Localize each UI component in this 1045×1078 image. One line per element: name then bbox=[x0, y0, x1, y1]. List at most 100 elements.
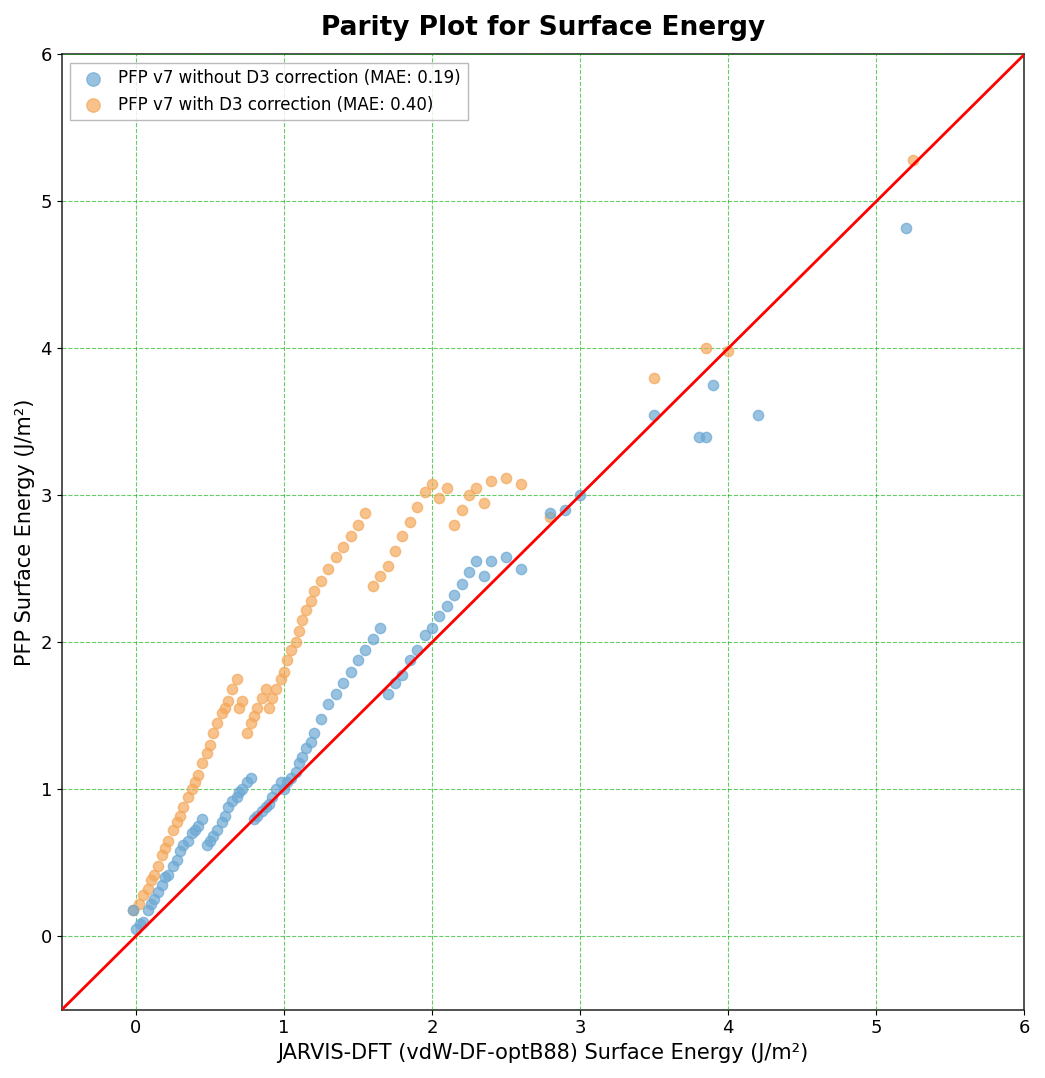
PFP v7 with D3 correction (MAE: 0.40): (0.12, 0.42): 0.40): (0.12, 0.42) bbox=[145, 866, 162, 883]
PFP v7 with D3 correction (MAE: 0.40): (0.25, 0.72): 0.40): (0.25, 0.72) bbox=[164, 821, 181, 839]
PFP v7 without D3 correction (MAE: 0.19): (0.58, 0.78): 0.19): (0.58, 0.78) bbox=[213, 813, 230, 830]
PFP v7 with D3 correction (MAE: 0.40): (0.8, 1.5): 0.40): (0.8, 1.5) bbox=[246, 707, 262, 724]
PFP v7 without D3 correction (MAE: 0.19): (1.6, 2.02): 0.19): (1.6, 2.02) bbox=[365, 631, 381, 648]
PFP v7 with D3 correction (MAE: 0.40): (1.7, 2.52): 0.40): (1.7, 2.52) bbox=[379, 557, 396, 575]
PFP v7 without D3 correction (MAE: 0.19): (3.85, 3.4): 0.19): (3.85, 3.4) bbox=[698, 428, 715, 445]
PFP v7 with D3 correction (MAE: 0.40): (0.15, 0.48): 0.40): (0.15, 0.48) bbox=[149, 857, 166, 874]
PFP v7 with D3 correction (MAE: 0.40): (1.8, 2.72): 0.40): (1.8, 2.72) bbox=[394, 528, 411, 545]
PFP v7 without D3 correction (MAE: 0.19): (0.4, 0.72): 0.19): (0.4, 0.72) bbox=[187, 821, 204, 839]
PFP v7 without D3 correction (MAE: 0.19): (0.6, 0.82): 0.19): (0.6, 0.82) bbox=[216, 807, 233, 825]
PFP v7 with D3 correction (MAE: 0.40): (2.05, 2.98): 0.40): (2.05, 2.98) bbox=[431, 489, 447, 507]
PFP v7 with D3 correction (MAE: 0.40): (0.5, 1.3): 0.40): (0.5, 1.3) bbox=[202, 736, 218, 754]
PFP v7 without D3 correction (MAE: 0.19): (2, 2.1): 0.19): (2, 2.1) bbox=[423, 619, 440, 636]
PFP v7 without D3 correction (MAE: 0.19): (1.9, 1.95): 0.19): (1.9, 1.95) bbox=[409, 641, 425, 659]
Legend: PFP v7 without D3 correction (MAE: 0.19), PFP v7 with D3 correction (MAE: 0.40): PFP v7 without D3 correction (MAE: 0.19)… bbox=[70, 63, 468, 121]
PFP v7 without D3 correction (MAE: 0.19): (2.05, 2.18): 0.19): (2.05, 2.18) bbox=[431, 607, 447, 624]
PFP v7 with D3 correction (MAE: 0.40): (0.75, 1.38): 0.40): (0.75, 1.38) bbox=[238, 724, 255, 742]
PFP v7 with D3 correction (MAE: 0.40): (2, 3.08): 0.40): (2, 3.08) bbox=[423, 475, 440, 493]
PFP v7 without D3 correction (MAE: 0.19): (-0.02, 0.18): 0.19): (-0.02, 0.18) bbox=[124, 901, 141, 918]
PFP v7 without D3 correction (MAE: 0.19): (0.18, 0.35): 0.19): (0.18, 0.35) bbox=[154, 876, 170, 894]
PFP v7 without D3 correction (MAE: 0.19): (0.15, 0.3): 0.19): (0.15, 0.3) bbox=[149, 884, 166, 901]
PFP v7 without D3 correction (MAE: 0.19): (0.98, 1.05): 0.19): (0.98, 1.05) bbox=[273, 773, 289, 790]
PFP v7 with D3 correction (MAE: 0.40): (0.82, 1.55): 0.40): (0.82, 1.55) bbox=[249, 700, 265, 717]
PFP v7 with D3 correction (MAE: 0.40): (0.65, 1.68): 0.40): (0.65, 1.68) bbox=[224, 680, 240, 697]
PFP v7 without D3 correction (MAE: 0.19): (1.8, 1.78): 0.19): (1.8, 1.78) bbox=[394, 666, 411, 683]
PFP v7 without D3 correction (MAE: 0.19): (0.05, 0.1): 0.19): (0.05, 0.1) bbox=[135, 913, 152, 930]
PFP v7 without D3 correction (MAE: 0.19): (2.6, 2.5): 0.19): (2.6, 2.5) bbox=[512, 561, 529, 578]
PFP v7 with D3 correction (MAE: 0.40): (0.78, 1.45): 0.40): (0.78, 1.45) bbox=[243, 715, 260, 732]
PFP v7 without D3 correction (MAE: 0.19): (3.5, 3.55): 0.19): (3.5, 3.55) bbox=[646, 406, 663, 424]
PFP v7 without D3 correction (MAE: 0.19): (1, 1): 0.19): (1, 1) bbox=[276, 780, 293, 798]
PFP v7 without D3 correction (MAE: 0.19): (0.65, 0.92): 0.19): (0.65, 0.92) bbox=[224, 792, 240, 810]
PFP v7 with D3 correction (MAE: 0.40): (2.2, 2.9): 0.40): (2.2, 2.9) bbox=[454, 501, 470, 519]
PFP v7 with D3 correction (MAE: 0.40): (0.9, 1.55): 0.40): (0.9, 1.55) bbox=[261, 700, 278, 717]
PFP v7 without D3 correction (MAE: 0.19): (1.95, 2.05): 0.19): (1.95, 2.05) bbox=[416, 626, 433, 644]
PFP v7 without D3 correction (MAE: 0.19): (0.7, 0.98): 0.19): (0.7, 0.98) bbox=[231, 784, 248, 801]
PFP v7 with D3 correction (MAE: 0.40): (2.8, 2.85): 0.40): (2.8, 2.85) bbox=[542, 509, 559, 526]
PFP v7 with D3 correction (MAE: 0.40): (0.05, 0.28): 0.40): (0.05, 0.28) bbox=[135, 886, 152, 903]
PFP v7 without D3 correction (MAE: 0.19): (0.68, 0.95): 0.19): (0.68, 0.95) bbox=[228, 788, 245, 805]
PFP v7 without D3 correction (MAE: 0.19): (1.02, 1.05): 0.19): (1.02, 1.05) bbox=[279, 773, 296, 790]
PFP v7 with D3 correction (MAE: 0.40): (1.15, 2.22): 0.40): (1.15, 2.22) bbox=[298, 602, 315, 619]
PFP v7 with D3 correction (MAE: 0.40): (2.35, 2.95): 0.40): (2.35, 2.95) bbox=[475, 494, 492, 511]
PFP v7 without D3 correction (MAE: 0.19): (0.5, 0.65): 0.19): (0.5, 0.65) bbox=[202, 832, 218, 849]
PFP v7 without D3 correction (MAE: 0.19): (0.78, 1.08): 0.19): (0.78, 1.08) bbox=[243, 769, 260, 786]
PFP v7 with D3 correction (MAE: 0.40): (0.58, 1.52): 0.40): (0.58, 1.52) bbox=[213, 704, 230, 721]
PFP v7 without D3 correction (MAE: 0.19): (0.1, 0.22): 0.19): (0.1, 0.22) bbox=[142, 896, 159, 913]
PFP v7 without D3 correction (MAE: 0.19): (1.55, 1.95): 0.19): (1.55, 1.95) bbox=[357, 641, 374, 659]
PFP v7 without D3 correction (MAE: 0.19): (0.32, 0.62): 0.19): (0.32, 0.62) bbox=[175, 837, 191, 854]
PFP v7 with D3 correction (MAE: 0.40): (1.95, 3.02): 0.40): (1.95, 3.02) bbox=[416, 484, 433, 501]
PFP v7 with D3 correction (MAE: 0.40): (0.2, 0.6): 0.40): (0.2, 0.6) bbox=[157, 840, 173, 857]
PFP v7 with D3 correction (MAE: 0.40): (2.15, 2.8): 0.40): (2.15, 2.8) bbox=[446, 516, 463, 534]
PFP v7 without D3 correction (MAE: 0.19): (0.22, 0.42): 0.19): (0.22, 0.42) bbox=[160, 866, 177, 883]
PFP v7 without D3 correction (MAE: 0.19): (0.82, 0.82): 0.19): (0.82, 0.82) bbox=[249, 807, 265, 825]
PFP v7 without D3 correction (MAE: 0.19): (0.35, 0.65): 0.19): (0.35, 0.65) bbox=[180, 832, 196, 849]
PFP v7 without D3 correction (MAE: 0.19): (1.85, 1.88): 0.19): (1.85, 1.88) bbox=[401, 651, 418, 668]
PFP v7 with D3 correction (MAE: 0.40): (1.65, 2.45): 0.40): (1.65, 2.45) bbox=[372, 567, 389, 584]
PFP v7 without D3 correction (MAE: 0.19): (1.75, 1.72): 0.19): (1.75, 1.72) bbox=[387, 675, 403, 692]
PFP v7 without D3 correction (MAE: 0.19): (0.85, 0.85): 0.19): (0.85, 0.85) bbox=[253, 803, 270, 820]
PFP v7 with D3 correction (MAE: 0.40): (0.22, 0.65): 0.40): (0.22, 0.65) bbox=[160, 832, 177, 849]
PFP v7 without D3 correction (MAE: 0.19): (2.1, 2.25): 0.19): (2.1, 2.25) bbox=[439, 597, 456, 614]
PFP v7 with D3 correction (MAE: 0.40): (2.5, 3.12): 0.40): (2.5, 3.12) bbox=[497, 469, 514, 486]
PFP v7 without D3 correction (MAE: 0.19): (1.05, 1.08): 0.19): (1.05, 1.08) bbox=[283, 769, 300, 786]
PFP v7 without D3 correction (MAE: 0.19): (2.9, 2.9): 0.19): (2.9, 2.9) bbox=[557, 501, 574, 519]
PFP v7 with D3 correction (MAE: 0.40): (2.25, 3): 0.40): (2.25, 3) bbox=[461, 487, 478, 505]
PFP v7 with D3 correction (MAE: 0.40): (1.6, 2.38): 0.40): (1.6, 2.38) bbox=[365, 578, 381, 595]
PFP v7 without D3 correction (MAE: 0.19): (4.2, 3.55): 0.19): (4.2, 3.55) bbox=[749, 406, 766, 424]
PFP v7 without D3 correction (MAE: 0.19): (2.8, 2.88): 0.19): (2.8, 2.88) bbox=[542, 505, 559, 522]
PFP v7 with D3 correction (MAE: 0.40): (1.75, 2.62): 0.40): (1.75, 2.62) bbox=[387, 542, 403, 559]
PFP v7 without D3 correction (MAE: 0.19): (3.8, 3.4): 0.19): (3.8, 3.4) bbox=[690, 428, 706, 445]
PFP v7 with D3 correction (MAE: 0.40): (2.3, 3.05): 0.40): (2.3, 3.05) bbox=[468, 480, 485, 497]
PFP v7 without D3 correction (MAE: 0.19): (1.15, 1.28): 0.19): (1.15, 1.28) bbox=[298, 740, 315, 757]
PFP v7 without D3 correction (MAE: 0.19): (1.5, 1.88): 0.19): (1.5, 1.88) bbox=[350, 651, 367, 668]
PFP v7 without D3 correction (MAE: 0.19): (0.08, 0.18): 0.19): (0.08, 0.18) bbox=[139, 901, 156, 918]
PFP v7 without D3 correction (MAE: 0.19): (0, 0.05): 0.19): (0, 0.05) bbox=[127, 921, 144, 938]
PFP v7 without D3 correction (MAE: 0.19): (2.15, 2.32): 0.19): (2.15, 2.32) bbox=[446, 586, 463, 604]
PFP v7 with D3 correction (MAE: 0.40): (0.3, 0.82): 0.40): (0.3, 0.82) bbox=[171, 807, 188, 825]
PFP v7 with D3 correction (MAE: 0.40): (0.72, 1.6): 0.40): (0.72, 1.6) bbox=[234, 692, 251, 709]
PFP v7 without D3 correction (MAE: 0.19): (2.35, 2.45): 0.19): (2.35, 2.45) bbox=[475, 567, 492, 584]
PFP v7 with D3 correction (MAE: 0.40): (0.92, 1.62): 0.40): (0.92, 1.62) bbox=[263, 690, 280, 707]
PFP v7 without D3 correction (MAE: 0.19): (0.55, 0.72): 0.19): (0.55, 0.72) bbox=[209, 821, 226, 839]
PFP v7 with D3 correction (MAE: 0.40): (0.7, 1.55): 0.40): (0.7, 1.55) bbox=[231, 700, 248, 717]
PFP v7 with D3 correction (MAE: 0.40): (0.6, 1.55): 0.40): (0.6, 1.55) bbox=[216, 700, 233, 717]
PFP v7 without D3 correction (MAE: 0.19): (1.2, 1.38): 0.19): (1.2, 1.38) bbox=[305, 724, 322, 742]
PFP v7 with D3 correction (MAE: 0.40): (2.4, 3.1): 0.40): (2.4, 3.1) bbox=[483, 472, 500, 489]
PFP v7 with D3 correction (MAE: 0.40): (1.18, 2.28): 0.40): (1.18, 2.28) bbox=[302, 593, 319, 610]
PFP v7 with D3 correction (MAE: 0.40): (2.1, 3.05): 0.40): (2.1, 3.05) bbox=[439, 480, 456, 497]
PFP v7 with D3 correction (MAE: 0.40): (0.48, 1.25): 0.40): (0.48, 1.25) bbox=[199, 744, 215, 761]
PFP v7 without D3 correction (MAE: 0.19): (0.9, 0.9): 0.19): (0.9, 0.9) bbox=[261, 796, 278, 813]
PFP v7 without D3 correction (MAE: 0.19): (0.2, 0.4): 0.19): (0.2, 0.4) bbox=[157, 869, 173, 886]
PFP v7 without D3 correction (MAE: 0.19): (1.18, 1.32): 0.19): (1.18, 1.32) bbox=[302, 734, 319, 751]
PFP v7 with D3 correction (MAE: 0.40): (0.62, 1.6): 0.40): (0.62, 1.6) bbox=[219, 692, 236, 709]
PFP v7 without D3 correction (MAE: 0.19): (2.25, 2.48): 0.19): (2.25, 2.48) bbox=[461, 563, 478, 580]
PFP v7 with D3 correction (MAE: 0.40): (5.25, 5.28): 0.40): (5.25, 5.28) bbox=[905, 152, 922, 169]
PFP v7 with D3 correction (MAE: 0.40): (1.2, 2.35): 0.40): (1.2, 2.35) bbox=[305, 582, 322, 599]
PFP v7 with D3 correction (MAE: 0.40): (-0.02, 0.18): 0.40): (-0.02, 0.18) bbox=[124, 901, 141, 918]
PFP v7 without D3 correction (MAE: 0.19): (2.3, 2.55): 0.19): (2.3, 2.55) bbox=[468, 553, 485, 570]
PFP v7 with D3 correction (MAE: 0.40): (1.1, 2.08): 0.40): (1.1, 2.08) bbox=[291, 622, 307, 639]
PFP v7 without D3 correction (MAE: 0.19): (0.95, 1): 0.19): (0.95, 1) bbox=[269, 780, 285, 798]
PFP v7 with D3 correction (MAE: 0.40): (4, 3.98): 0.40): (4, 3.98) bbox=[720, 343, 737, 360]
PFP v7 without D3 correction (MAE: 0.19): (0.45, 0.8): 0.19): (0.45, 0.8) bbox=[194, 810, 211, 827]
